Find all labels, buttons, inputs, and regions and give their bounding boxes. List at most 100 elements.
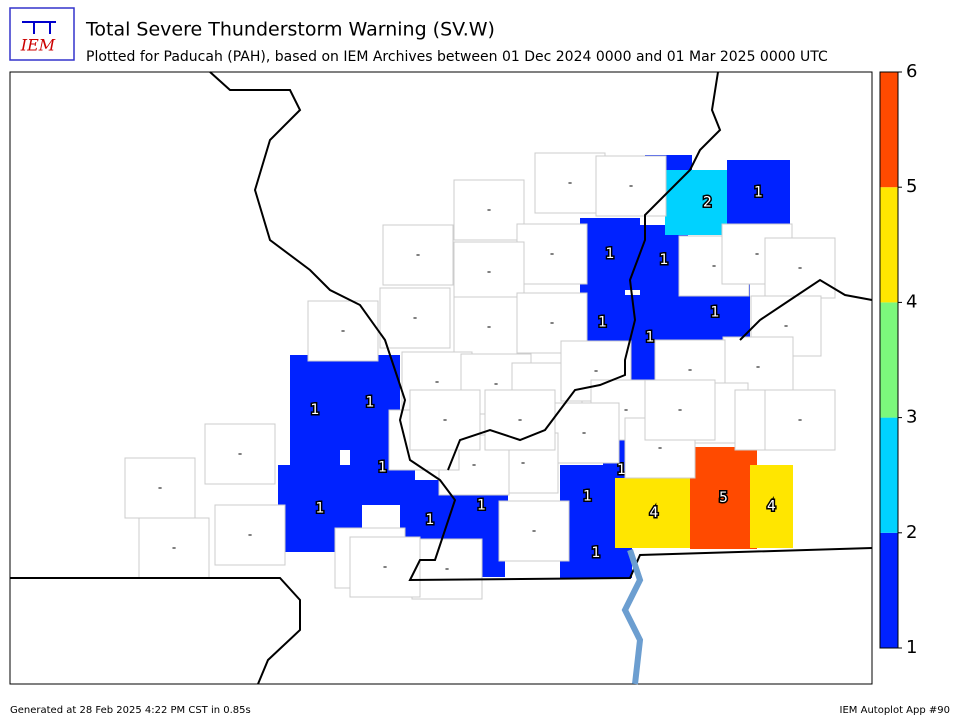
county xyxy=(382,224,454,286)
county xyxy=(379,287,451,349)
subtitle: Plotted for Paducah (PAH), based on IEM … xyxy=(86,49,828,65)
county xyxy=(750,465,793,548)
county-label: - xyxy=(550,316,554,330)
county xyxy=(764,237,836,299)
county-label: - xyxy=(248,528,252,542)
county-label: - xyxy=(487,203,491,217)
county-label: - xyxy=(435,375,439,389)
county-label: 1 xyxy=(660,252,669,268)
county-label: 1 xyxy=(754,185,763,201)
county-label: - xyxy=(756,360,760,374)
county-label: 4 xyxy=(650,505,659,521)
colorbar-tick-label: 4 xyxy=(906,291,917,312)
county-label: - xyxy=(487,265,491,279)
county xyxy=(516,223,588,285)
colorbar-frame xyxy=(879,71,899,649)
county-label: - xyxy=(532,524,536,538)
colorbar-tick-label: 3 xyxy=(906,407,917,428)
county-label: - xyxy=(341,324,345,338)
county xyxy=(615,478,693,548)
county-label: - xyxy=(158,481,162,495)
county-label: 1 xyxy=(592,545,601,561)
colorbar-bin xyxy=(880,72,898,188)
footer-right: IEM Autoplot App #90 xyxy=(840,705,950,716)
colorbar-bin xyxy=(880,187,898,303)
county xyxy=(409,389,481,451)
colorbar-tick-label: 2 xyxy=(906,522,917,543)
county-label: - xyxy=(443,413,447,427)
county-label: 1 xyxy=(316,501,325,517)
colorbar-tick-label: 5 xyxy=(906,176,917,197)
county xyxy=(214,504,286,566)
county-label: 1 xyxy=(366,395,375,411)
colorbar-bin xyxy=(880,302,898,418)
colorbar-tick-label: 6 xyxy=(906,61,917,82)
county-label: - xyxy=(383,560,387,574)
county-label: - xyxy=(172,541,176,555)
county-label: 5 xyxy=(719,490,728,506)
county-label: - xyxy=(629,179,633,193)
county xyxy=(411,538,483,600)
county-label: - xyxy=(416,248,420,262)
colorbar-tick-label: 1 xyxy=(906,637,917,658)
county-label: 1 xyxy=(583,489,592,505)
county-label: - xyxy=(658,441,662,455)
county-label: - xyxy=(521,456,525,470)
county xyxy=(498,500,570,562)
colorbar: 1 2 3 4 5 6 xyxy=(879,61,917,658)
county xyxy=(290,355,340,465)
county-label: - xyxy=(582,426,586,440)
county xyxy=(453,179,525,241)
county xyxy=(548,402,620,464)
county-label: - xyxy=(798,261,802,275)
county-label: 1 xyxy=(378,460,387,476)
river xyxy=(621,549,644,685)
county xyxy=(307,300,379,362)
county-label: - xyxy=(472,458,476,472)
county xyxy=(138,517,210,579)
county-label: - xyxy=(755,247,759,261)
county-label: - xyxy=(518,413,522,427)
colorbar-bin xyxy=(880,417,898,533)
county-label: - xyxy=(445,562,449,576)
county xyxy=(727,160,790,225)
county-label: 1 xyxy=(606,246,615,262)
county-label: 2 xyxy=(703,195,712,211)
county xyxy=(690,447,757,549)
county-label: 1 xyxy=(311,402,320,418)
county xyxy=(644,379,716,441)
county-label: - xyxy=(798,413,802,427)
title: Total Severe Thunderstorm Warning (SV.W) xyxy=(85,19,495,41)
county-label: 1 xyxy=(646,330,655,346)
county-label: - xyxy=(568,176,572,190)
county-label: 4 xyxy=(767,499,776,515)
county-label: 1 xyxy=(617,462,626,478)
borders xyxy=(10,71,873,685)
county-label: 1 xyxy=(477,498,486,514)
county-label: - xyxy=(238,447,242,461)
county-label: - xyxy=(487,320,491,334)
county-label: 1 xyxy=(711,305,720,321)
counties: 111111111145411111121-------------------… xyxy=(124,152,836,600)
county-label: - xyxy=(413,311,417,325)
county-label: - xyxy=(550,247,554,261)
county-label: - xyxy=(784,319,788,333)
county-label: 1 xyxy=(598,315,607,331)
county-label: - xyxy=(594,364,598,378)
county xyxy=(764,389,836,451)
county-label: - xyxy=(688,363,692,377)
county-label: 1 xyxy=(426,512,435,528)
county xyxy=(453,241,525,303)
logo: IEM xyxy=(9,7,75,61)
county-label: - xyxy=(624,403,628,417)
county xyxy=(124,457,196,519)
colorbar-bin xyxy=(880,532,898,648)
county xyxy=(349,536,421,598)
footer-left: Generated at 28 Feb 2025 4:22 PM CST in … xyxy=(10,705,251,716)
logo-text: IEM xyxy=(20,36,56,55)
county-label: - xyxy=(712,259,716,273)
county-label: - xyxy=(678,403,682,417)
county xyxy=(204,423,276,485)
county-label: - xyxy=(494,377,498,391)
